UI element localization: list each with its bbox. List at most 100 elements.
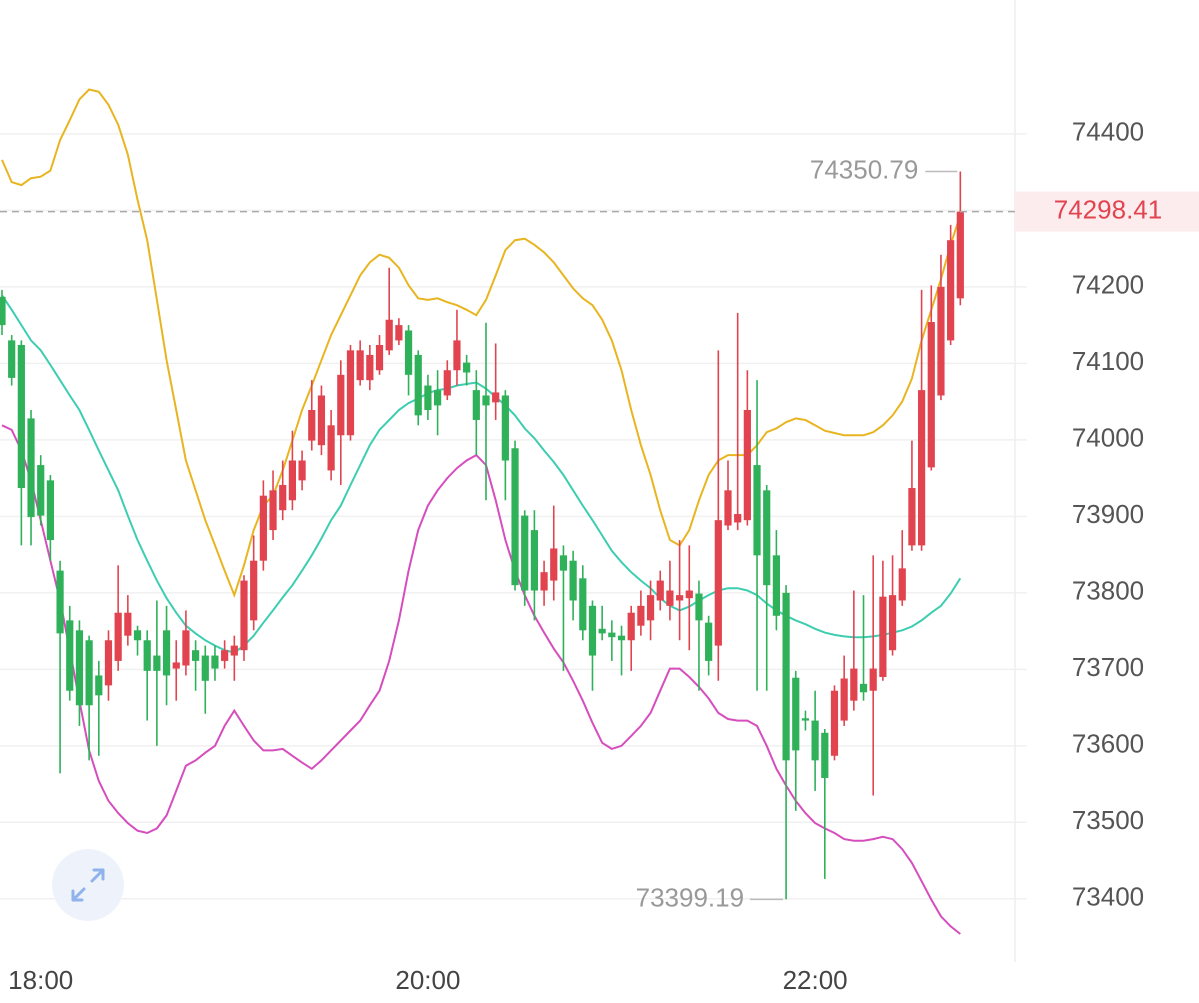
candle-body: [385, 319, 393, 351]
candle-body: [705, 622, 713, 661]
candle-body: [918, 390, 926, 546]
candle-body: [482, 395, 490, 406]
x-tick-label: 22:00: [783, 965, 848, 995]
candle-body: [530, 530, 538, 591]
candle-body: [143, 640, 151, 671]
y-tick-label: 74000: [1072, 423, 1144, 453]
annotations: 74350.79 73399.19 74298.41: [0, 154, 1199, 912]
candle-body: [821, 732, 829, 778]
x-tick-label: 20:00: [395, 965, 460, 995]
candle-body: [956, 211, 964, 299]
candle-body: [792, 677, 800, 751]
candle-body: [753, 465, 761, 556]
candle-body: [308, 410, 316, 441]
low-label: 73399.19: [636, 882, 744, 912]
expand-button[interactable]: [52, 849, 124, 921]
candle-body: [124, 612, 132, 636]
candle-body: [424, 385, 432, 411]
candle-body: [463, 362, 471, 373]
candle-body: [453, 340, 461, 371]
expand-button-bg[interactable]: [52, 849, 124, 921]
candle-body: [472, 390, 480, 420]
candle-body: [95, 675, 103, 696]
candle-body: [443, 370, 451, 396]
candle-body: [114, 612, 122, 661]
expand-icon: [71, 868, 105, 902]
last-price-tag: [1015, 191, 1199, 232]
candle-body: [404, 330, 413, 375]
y-tick-label: 73800: [1072, 576, 1144, 606]
y-tick-label: 74200: [1072, 270, 1144, 300]
candle-body: [375, 344, 384, 371]
candle-body: [656, 580, 664, 601]
candle-body: [414, 354, 422, 416]
last-price-label: 74298.41: [1054, 194, 1162, 224]
candle-body: [211, 655, 219, 669]
candle-body: [569, 560, 577, 601]
candle-body: [240, 580, 248, 651]
y-tick-label: 73600: [1072, 729, 1144, 759]
candle-body: [346, 350, 355, 436]
candle-body: [0, 296, 6, 326]
y-tick-label: 73700: [1072, 652, 1144, 682]
band-line: [1, 424, 961, 935]
candle-body: [734, 514, 742, 523]
candle-body: [908, 488, 916, 546]
candle-body: [327, 425, 335, 471]
candle-body: [627, 612, 635, 641]
candle-body: [898, 568, 906, 601]
candle-body: [182, 630, 190, 666]
candle-body: [521, 515, 529, 591]
candle-body: [685, 590, 693, 599]
candle-body: [104, 640, 113, 686]
band-line: [1, 294, 962, 654]
candle-body: [588, 605, 597, 656]
y-tick-label: 74400: [1072, 117, 1144, 147]
candle-body: [279, 484, 287, 511]
candle-body: [37, 465, 45, 516]
candle-body: [830, 690, 839, 756]
candle-body: [259, 495, 267, 561]
candle-body: [676, 595, 684, 601]
candle-body: [75, 630, 84, 706]
candle-body: [56, 570, 64, 634]
candle-body: [550, 548, 558, 581]
candle-body: [937, 286, 945, 396]
candle-body: [714, 520, 722, 646]
candle-body: [511, 448, 519, 586]
candle-body: [666, 590, 674, 606]
candle-body: [85, 640, 93, 706]
candle-body: [743, 410, 751, 521]
candle-body: [133, 630, 142, 641]
candle-body: [17, 344, 25, 489]
candle-body: [840, 678, 848, 721]
candle-body: [298, 460, 306, 481]
candle-body: [772, 555, 780, 616]
candle-body: [269, 490, 277, 531]
candle-body: [850, 668, 858, 701]
candles: [0, 171, 964, 900]
high-label: 74350.79: [810, 154, 918, 184]
candle-body: [356, 350, 364, 381]
candle-body: [501, 395, 509, 461]
candle-body: [192, 650, 200, 661]
candle-body: [559, 555, 568, 571]
y-tick-label: 73400: [1072, 882, 1144, 912]
candle-body: [637, 605, 645, 626]
candle-body: [66, 620, 74, 691]
candle-body: [46, 480, 54, 541]
candle-body: [869, 668, 877, 691]
candle-body: [608, 632, 616, 638]
candle-body: [579, 578, 587, 631]
y-tick-label: 73900: [1072, 499, 1144, 529]
candle-body: [540, 572, 548, 591]
candle-body: [230, 645, 238, 656]
candle-body: [317, 395, 326, 446]
candle-body: [337, 374, 345, 436]
candle-body: [221, 650, 229, 661]
candle-body: [395, 325, 403, 341]
candle-body: [695, 593, 703, 621]
candle-body: [598, 628, 606, 634]
